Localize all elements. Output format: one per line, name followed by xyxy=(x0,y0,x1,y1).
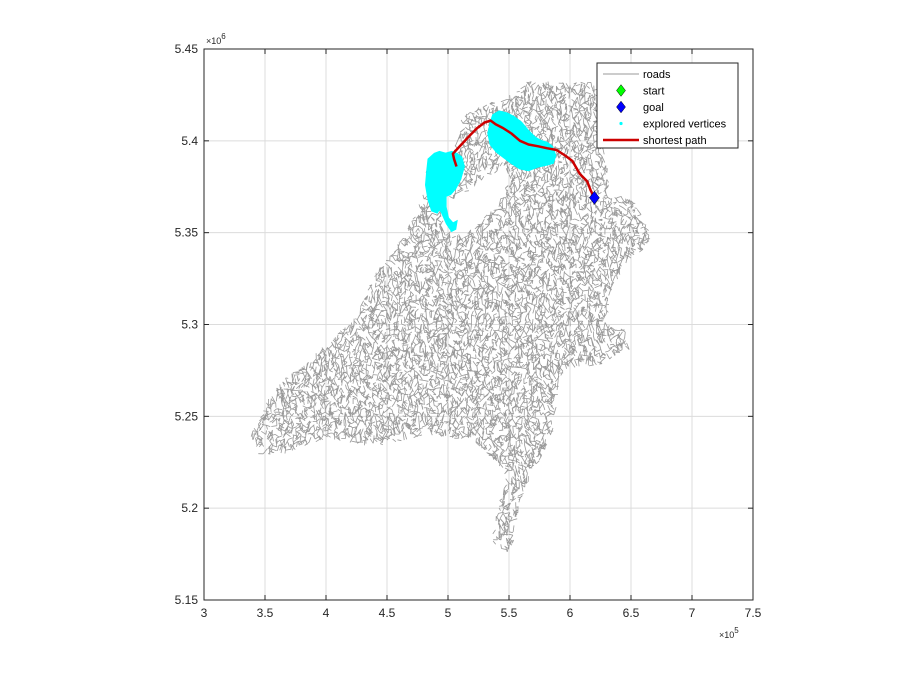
axis-ticks: 3 3.5 4 4.5 5 5.5 6 6.5 7 7.5 5.15 5.2 5.25 5.3 5.35 5.… xyxy=(175,42,762,620)
x-tick-label: 3 xyxy=(201,606,208,620)
y-tick-label: 5.35 xyxy=(175,226,199,240)
shortest-path-line xyxy=(451,119,596,199)
legend-label-explored: explored vertices xyxy=(643,119,727,131)
x-tick-label: 7 xyxy=(689,606,696,620)
y-tick-label: 5.15 xyxy=(175,593,199,607)
axis-exponents: ×105 ×106 xyxy=(206,32,739,640)
y-tick-label: 5.45 xyxy=(175,42,199,56)
legend-explored-swatch xyxy=(619,121,623,126)
roads-path xyxy=(250,81,651,553)
x-tick-label: 4.5 xyxy=(379,606,396,620)
shortest-path xyxy=(451,119,596,199)
legend-label-roads: roads xyxy=(643,69,671,81)
legend-label-start: start xyxy=(643,86,664,98)
legend-label-goal: goal xyxy=(643,102,664,114)
x-tick-label: 7.5 xyxy=(745,606,762,620)
x-tick-label: 5.5 xyxy=(501,606,518,620)
markers xyxy=(589,190,600,205)
y-tick-label: 5.2 xyxy=(181,501,198,515)
x-tick-label: 5 xyxy=(445,606,452,620)
legend-label-path: shortest path xyxy=(643,135,707,147)
y-tick-label: 5.3 xyxy=(181,318,198,332)
legend-start-swatch xyxy=(616,84,626,97)
roads-network xyxy=(250,81,651,553)
plot-area: 3 3.5 4 4.5 5 5.5 6 6.5 7 7.5 5.15 5.2 5.25 5.3 5.35 5.… xyxy=(175,32,762,640)
x-axis-exponent: ×105 xyxy=(719,626,739,640)
x-tick-label: 4 xyxy=(323,606,330,620)
legend: roads start goal explored vertices shortest … xyxy=(596,62,739,149)
x-tick-label: 6 xyxy=(567,606,574,620)
y-tick-label: 5.4 xyxy=(181,134,198,148)
legend-goal-swatch xyxy=(616,100,626,114)
x-tick-label: 6.5 xyxy=(623,606,640,620)
goal-marker xyxy=(589,190,600,205)
y-tick-label: 5.25 xyxy=(175,409,199,423)
y-axis-exponent: ×106 xyxy=(206,32,226,46)
x-tick-label: 3.5 xyxy=(257,606,274,620)
